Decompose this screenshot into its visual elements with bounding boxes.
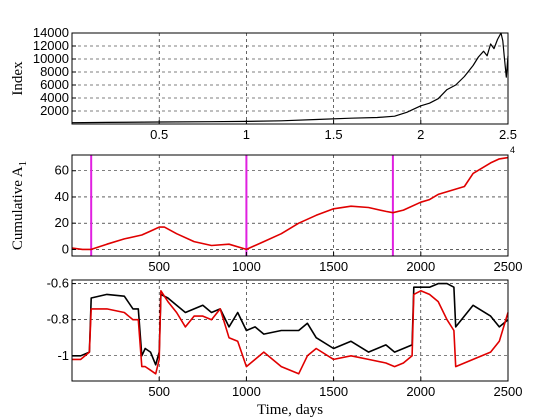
x-tick-label: 1000 <box>232 259 261 274</box>
x-tick-label: 1500 <box>319 384 348 399</box>
x-tick-label: 500 <box>148 259 170 274</box>
y-tick-label: 6000 <box>40 77 69 92</box>
x-tick-label: 2000 <box>406 384 435 399</box>
y-tick-label: 2000 <box>40 103 69 118</box>
x-tick-label: 1500 <box>319 259 348 274</box>
y-axis-label: Index <box>10 61 26 96</box>
axes-frame <box>71 279 509 382</box>
x-tick-label: 1.5 <box>325 127 343 142</box>
y-tick-label: 40 <box>55 189 69 204</box>
y-tick-label: -1 <box>57 348 69 363</box>
y-tick-label: 14000 <box>33 25 69 40</box>
y-tick-label: 8000 <box>40 64 69 79</box>
y-tick-label: -0.6 <box>47 276 69 291</box>
x-tick-label: 2.5 <box>499 127 517 142</box>
x-tick-label: 2500 <box>494 384 523 399</box>
x-tick-label: 2500 <box>494 259 523 274</box>
x-tick-label: 2000 <box>406 259 435 274</box>
x-tick-label: 0.5 <box>150 127 168 142</box>
panel-3: 500 1000 1500 2000 2500 -0.6 -0.8 -1 Time, days <box>47 276 523 418</box>
x-tick-label: 1000 <box>232 384 261 399</box>
panel-2: 500 1000 1500 2000 2500 0 20 40 60 Cumulative A1 4 <box>10 145 522 274</box>
y-tick-label: 4000 <box>40 90 69 105</box>
y-tick-label: 0 <box>62 241 69 256</box>
axes-frame <box>71 32 509 125</box>
series-line-1 <box>71 156 509 251</box>
y-tick-label: -0.8 <box>47 312 69 327</box>
x-tick-label: 2 <box>417 127 424 142</box>
axes-frame <box>71 154 509 257</box>
panel-1: 0.5 1 1.5 2 2.5 20004000600080001000012000140… <box>10 25 517 142</box>
y-tick-label: 10000 <box>33 51 69 66</box>
series-line-1 <box>72 282 509 366</box>
y-tick-label: 20 <box>55 215 69 230</box>
x-tick-label: 500 <box>148 384 170 399</box>
y-tick-label: 12000 <box>33 38 69 53</box>
y-axis-label-subscript: 1 <box>17 161 29 167</box>
corner-note: 4 <box>510 145 515 155</box>
series-line-1 <box>71 32 509 124</box>
y-axis-label: Cumulative A1 <box>10 161 29 250</box>
series-line-2 <box>72 289 509 375</box>
x-axis-label: Time, days <box>257 402 323 418</box>
x-tick-label: 1 <box>243 127 250 142</box>
y-tick-label: 60 <box>55 163 69 178</box>
